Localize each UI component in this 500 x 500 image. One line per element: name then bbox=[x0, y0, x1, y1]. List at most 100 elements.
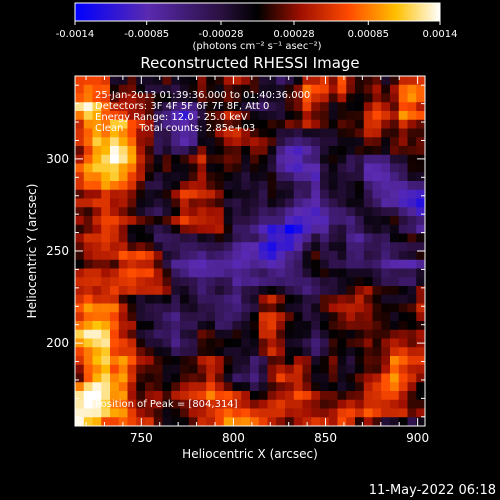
heatmap-cell bbox=[197, 128, 207, 138]
heatmap-cell bbox=[118, 408, 128, 418]
heatmap-cell bbox=[145, 277, 155, 287]
heatmap-cell bbox=[215, 294, 225, 304]
heatmap-cell bbox=[197, 154, 207, 164]
heatmap-cell bbox=[92, 391, 102, 401]
heatmap-cell bbox=[276, 277, 286, 287]
heatmap-cell bbox=[180, 303, 190, 313]
heatmap-cell bbox=[118, 356, 128, 366]
heatmap-cell bbox=[398, 224, 408, 234]
heatmap-cell bbox=[311, 382, 321, 392]
heatmap-cell bbox=[92, 216, 102, 226]
heatmap-cell bbox=[127, 277, 137, 287]
heatmap-cell bbox=[206, 417, 216, 427]
heatmap-cell bbox=[171, 163, 181, 173]
heatmap-cell bbox=[250, 251, 260, 261]
heatmap-cell bbox=[293, 181, 303, 191]
heatmap-cell bbox=[180, 84, 190, 94]
heatmap-cell bbox=[206, 391, 216, 401]
heatmap-cell bbox=[293, 373, 303, 383]
heatmap-cell bbox=[153, 84, 163, 94]
heatmap-cell bbox=[197, 268, 207, 278]
heatmap-cell bbox=[381, 154, 391, 164]
heatmap-cell bbox=[223, 163, 233, 173]
heatmap-cell bbox=[267, 303, 277, 313]
heatmap-cell bbox=[398, 93, 408, 103]
heatmap-cell bbox=[363, 391, 373, 401]
heatmap-cell bbox=[302, 338, 312, 348]
heatmap-cell bbox=[258, 391, 268, 401]
heatmap-cell bbox=[180, 356, 190, 366]
heatmap-cell bbox=[232, 119, 242, 129]
heatmap-cell bbox=[285, 76, 295, 86]
heatmap-cell bbox=[92, 382, 102, 392]
heatmap-cell bbox=[241, 338, 251, 348]
heatmap-cell bbox=[180, 294, 190, 304]
heatmap-cell bbox=[285, 321, 295, 331]
heatmap-cell bbox=[83, 259, 93, 269]
heatmap-cell bbox=[381, 198, 391, 208]
heatmap-cell bbox=[162, 154, 172, 164]
heatmap-cell bbox=[188, 102, 198, 112]
heatmap-cell bbox=[145, 224, 155, 234]
heatmap-cell bbox=[258, 321, 268, 331]
heatmap-cell bbox=[363, 181, 373, 191]
heatmap-cell bbox=[381, 373, 391, 383]
heatmap-cell bbox=[258, 242, 268, 252]
heatmap-cell bbox=[197, 417, 207, 427]
heatmap-cell bbox=[302, 111, 312, 121]
heatmap-cell bbox=[118, 382, 128, 392]
heatmap-cell bbox=[337, 111, 347, 121]
heatmap-cell bbox=[302, 321, 312, 331]
heatmap-cell bbox=[223, 146, 233, 156]
heatmap-cell bbox=[372, 163, 382, 173]
heatmap-cell bbox=[328, 76, 338, 86]
heatmap-cell bbox=[346, 329, 356, 339]
heatmap-cell bbox=[118, 399, 128, 409]
heatmap-cell bbox=[197, 198, 207, 208]
heatmap-cell bbox=[320, 242, 330, 252]
heatmap-cell bbox=[363, 137, 373, 147]
heatmap-cell bbox=[398, 172, 408, 182]
heatmap-cell bbox=[311, 172, 321, 182]
heatmap-cell bbox=[390, 111, 400, 121]
heatmap-cell bbox=[223, 321, 233, 331]
heatmap-cell bbox=[180, 312, 190, 322]
heatmap-cell bbox=[337, 286, 347, 296]
heatmap-cell bbox=[83, 312, 93, 322]
heatmap-cell bbox=[398, 233, 408, 243]
heatmap-cell bbox=[416, 294, 426, 304]
heatmap-cell bbox=[363, 347, 373, 357]
heatmap-cell bbox=[390, 259, 400, 269]
heatmap-cell bbox=[188, 242, 198, 252]
heatmap-cell bbox=[390, 408, 400, 418]
heatmap-grid bbox=[75, 76, 426, 427]
heatmap-cell bbox=[276, 286, 286, 296]
heatmap-cell bbox=[83, 286, 93, 296]
heatmap-cell bbox=[223, 242, 233, 252]
heatmap-cell bbox=[153, 373, 163, 383]
heatmap-cell bbox=[223, 391, 233, 401]
heatmap-cell bbox=[355, 102, 365, 112]
heatmap-cell bbox=[75, 137, 85, 147]
heatmap-cell bbox=[311, 399, 321, 409]
heatmap-cell bbox=[118, 207, 128, 217]
heatmap-cell bbox=[232, 399, 242, 409]
heatmap-cell bbox=[381, 146, 391, 156]
heatmap-cell bbox=[285, 303, 295, 313]
heatmap-cell bbox=[328, 417, 338, 427]
heatmap-cell bbox=[171, 76, 181, 86]
heatmap-cell bbox=[390, 312, 400, 322]
heatmap-cell bbox=[180, 181, 190, 191]
heatmap-cell bbox=[372, 417, 382, 427]
heatmap-cell bbox=[346, 102, 356, 112]
heatmap-cell bbox=[390, 277, 400, 287]
heatmap-cell bbox=[171, 364, 181, 374]
heatmap-cell bbox=[127, 181, 137, 191]
heatmap-cell bbox=[153, 259, 163, 269]
heatmap-cell bbox=[118, 286, 128, 296]
heatmap-cell bbox=[267, 259, 277, 269]
heatmap-cell bbox=[75, 347, 85, 357]
heatmap-cell bbox=[320, 321, 330, 331]
heatmap-cell bbox=[293, 119, 303, 129]
heatmap-cell bbox=[355, 347, 365, 357]
